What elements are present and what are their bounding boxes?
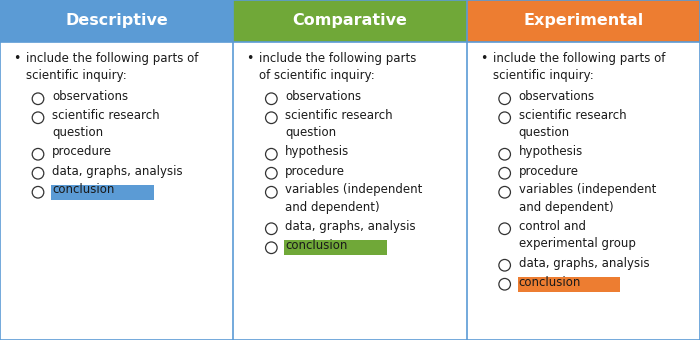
Text: variables (independent: variables (independent xyxy=(519,184,656,197)
Text: observations: observations xyxy=(286,90,361,103)
Text: include the following parts: include the following parts xyxy=(259,52,416,65)
Text: experimental group: experimental group xyxy=(519,238,636,251)
Text: and dependent): and dependent) xyxy=(286,201,380,214)
Bar xyxy=(0,0,233,42)
Text: observations: observations xyxy=(52,90,128,103)
Text: procedure: procedure xyxy=(286,165,345,177)
Text: of scientific inquiry:: of scientific inquiry: xyxy=(259,69,375,83)
Bar xyxy=(467,0,700,42)
Text: scientific research: scientific research xyxy=(519,109,626,122)
Text: variables (independent: variables (independent xyxy=(286,184,423,197)
Text: data, graphs, analysis: data, graphs, analysis xyxy=(519,256,650,270)
Text: include the following parts of: include the following parts of xyxy=(26,52,198,65)
Text: Experimental: Experimental xyxy=(523,14,643,29)
Text: scientific inquiry:: scientific inquiry: xyxy=(493,69,594,83)
Text: control and: control and xyxy=(519,220,586,233)
Bar xyxy=(284,240,387,255)
Text: and dependent): and dependent) xyxy=(519,201,613,214)
Text: conclusion: conclusion xyxy=(52,184,114,197)
Text: scientific inquiry:: scientific inquiry: xyxy=(26,69,127,83)
Bar xyxy=(518,277,620,292)
Text: procedure: procedure xyxy=(519,165,579,177)
Text: •: • xyxy=(480,52,487,65)
Text: scientific research: scientific research xyxy=(52,109,160,122)
Text: hypothesis: hypothesis xyxy=(286,146,349,158)
Text: observations: observations xyxy=(519,90,595,103)
Text: •: • xyxy=(246,52,253,65)
Text: data, graphs, analysis: data, graphs, analysis xyxy=(52,165,183,177)
Text: question: question xyxy=(519,126,570,139)
Bar xyxy=(233,0,467,42)
Bar xyxy=(51,185,154,200)
Text: conclusion: conclusion xyxy=(286,239,348,252)
Text: question: question xyxy=(286,126,337,139)
Text: scientific research: scientific research xyxy=(286,109,393,122)
Text: conclusion: conclusion xyxy=(519,275,581,289)
Text: include the following parts of: include the following parts of xyxy=(493,52,665,65)
Text: data, graphs, analysis: data, graphs, analysis xyxy=(286,220,416,233)
Text: hypothesis: hypothesis xyxy=(519,146,583,158)
Text: question: question xyxy=(52,126,103,139)
Text: Descriptive: Descriptive xyxy=(65,14,168,29)
Text: procedure: procedure xyxy=(52,146,112,158)
Text: •: • xyxy=(13,52,20,65)
Text: Comparative: Comparative xyxy=(293,14,407,29)
